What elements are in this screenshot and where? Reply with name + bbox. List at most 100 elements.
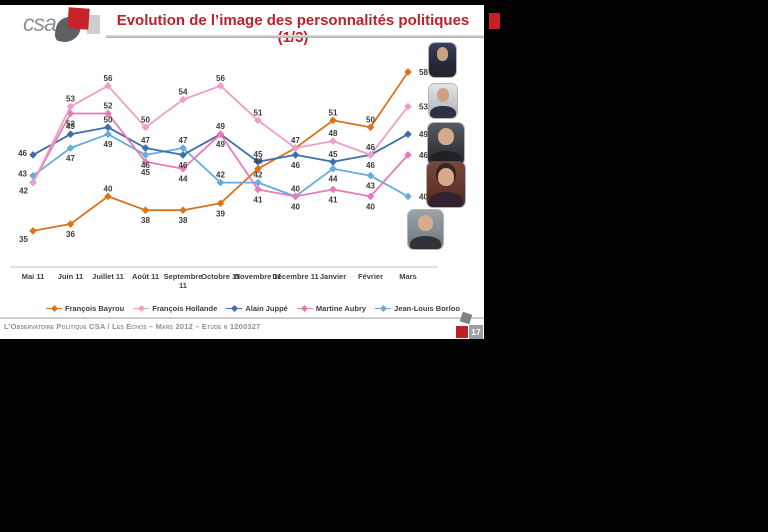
csa-logo-gray-square <box>87 15 100 34</box>
data-label-martine-aubry: 40 <box>366 202 375 211</box>
data-label-jean-louis-borloo: 42 <box>254 171 263 180</box>
marker-francois-bayrou <box>29 227 37 235</box>
data-label-francois-hollande: 56 <box>104 74 113 83</box>
data-label-martine-aubry: 40 <box>291 202 300 211</box>
x-tick-label: Septembre 11 <box>164 272 203 290</box>
footer-text: L’Observatoire Politique CSA / Les Echos… <box>4 322 261 331</box>
data-label-jean-louis-borloo: 46 <box>141 161 150 170</box>
marker-alain-juppe <box>104 123 112 132</box>
data-label-jean-louis-borloo: 43 <box>18 170 27 179</box>
slide-title: Evolution de l’image des personnalités p… <box>116 12 470 46</box>
data-label-francois-hollande: 50 <box>141 115 150 124</box>
marker-francois-hollande <box>254 116 262 125</box>
data-label-alain-juppe: 45 <box>329 150 338 159</box>
data-label-martine-aubry: 52 <box>104 102 113 111</box>
data-label-martine-aubry: 41 <box>254 196 263 205</box>
data-label-francois-hollande: 46 <box>366 143 375 152</box>
x-tick-label: Mars <box>399 272 417 281</box>
data-label-francois-hollande: 48 <box>329 129 338 138</box>
legend-item-martine-aubry: Martine Aubry <box>296 304 366 313</box>
marker-alain-juppe <box>66 130 75 139</box>
marker-francois-hollande <box>329 137 337 145</box>
chart-legend: François Bayrou François Hollande Alain Ju… <box>46 304 460 313</box>
marker-jean-louis-borloo <box>104 130 112 139</box>
legend-marker-icon <box>46 304 62 313</box>
data-label-francois-hollande: 51 <box>254 108 263 117</box>
data-label-alain-juppe: 46 <box>366 161 375 170</box>
marker-francois-bayrou <box>66 220 75 228</box>
data-label-jean-louis-borloo: 47 <box>179 136 188 145</box>
data-label-francois-bayrou: 38 <box>179 216 188 225</box>
marker-alain-juppe <box>179 151 187 159</box>
csa-logo-text: csa <box>23 10 57 36</box>
data-label-jean-louis-borloo: 47 <box>66 154 75 163</box>
marker-alain-juppe <box>329 158 337 166</box>
slide: csa Evolution de l’image des personnalit… <box>0 5 484 339</box>
data-label-francois-bayrou: 35 <box>19 235 28 244</box>
photo-martine-aubry <box>427 162 465 207</box>
data-label-alain-juppe: 47 <box>141 136 150 145</box>
legend-marker-icon <box>133 304 150 313</box>
marker-alain-juppe <box>141 144 150 152</box>
data-label-francois-bayrou: 58 <box>419 68 428 77</box>
legend-marker-icon <box>296 304 313 313</box>
data-label-francois-bayrou: 38 <box>141 216 150 225</box>
marker-martine-aubry <box>291 192 300 201</box>
x-tick-label: Décembre 11 <box>272 272 318 281</box>
marker-alain-juppe <box>404 130 412 139</box>
data-label-alain-juppe: 46 <box>291 161 300 170</box>
data-label-martine-aubry: 52 <box>66 120 75 129</box>
marker-francois-bayrou <box>179 206 187 215</box>
legend-item-alain-juppe: Alain Juppé <box>226 304 288 313</box>
data-label-martine-aubry: 49 <box>216 122 225 131</box>
footer-divider <box>0 317 484 319</box>
data-label-jean-louis-borloo: 44 <box>329 175 338 184</box>
legend-marker-icon <box>375 304 392 313</box>
corner-gray-square <box>459 311 473 325</box>
marker-alain-juppe <box>29 151 37 159</box>
data-label-francois-hollande: 42 <box>19 187 28 196</box>
marker-francois-bayrou <box>329 116 337 125</box>
data-label-alain-juppe: 45 <box>254 150 263 159</box>
x-tick-label: Janvier <box>320 272 346 281</box>
marker-alain-juppe <box>254 158 262 166</box>
data-label-francois-bayrou: 50 <box>366 115 375 124</box>
photo-jean-louis-borloo <box>408 210 443 249</box>
marker-francois-bayrou <box>104 192 112 201</box>
data-label-jean-louis-borloo: 42 <box>216 171 225 180</box>
data-label-alain-juppe: 46 <box>179 161 188 170</box>
data-label-alain-juppe: 49 <box>419 130 428 139</box>
data-label-alain-juppe: 49 <box>66 122 75 131</box>
title-divider <box>106 35 484 38</box>
marker-martine-aubry <box>329 185 337 194</box>
data-label-francois-bayrou: 40 <box>104 184 113 193</box>
data-label-francois-bayrou: 39 <box>216 209 225 218</box>
photo-francois-bayrou <box>429 43 456 77</box>
x-tick-label: Novembre 11 <box>235 272 282 281</box>
marker-jean-louis-borloo <box>366 171 375 180</box>
legend-item-francois-bayrou: François Bayrou <box>46 304 124 313</box>
legend-label: Jean-Louis Borloo <box>394 304 460 313</box>
data-label-jean-louis-borloo: 40 <box>291 184 300 193</box>
csa-logo: csa <box>23 7 107 46</box>
photo-alain-juppe <box>428 123 464 165</box>
line-chart: Mai 11 Juin 11 Juillet 11 Août 11 Septembre 1… <box>10 68 438 290</box>
marker-martine-aubry <box>366 192 375 201</box>
marker-francois-hollande <box>104 82 112 90</box>
marker-alain-juppe <box>291 151 300 159</box>
data-label-martine-aubry: 44 <box>179 175 188 184</box>
legend-item-francois-hollande: François Hollande <box>133 304 217 313</box>
x-tick-label: Juin 11 <box>58 272 83 281</box>
marker-francois-hollande <box>404 102 412 111</box>
data-label-jean-louis-borloo: 43 <box>366 182 375 191</box>
legend-item-jean-louis-borloo: Jean-Louis Borloo <box>375 304 460 313</box>
x-tick-label: Mai 11 <box>22 272 45 281</box>
data-label-jean-louis-borloo: 40 <box>419 192 428 201</box>
x-tick-label: Février <box>358 272 383 281</box>
data-label-francois-hollande: 47 <box>291 136 300 145</box>
data-label-francois-bayrou: 44 <box>254 157 263 166</box>
marker-martine-aubry <box>179 164 187 173</box>
marker-jean-louis-borloo <box>66 144 75 152</box>
data-label-francois-hollande: 54 <box>179 88 188 97</box>
